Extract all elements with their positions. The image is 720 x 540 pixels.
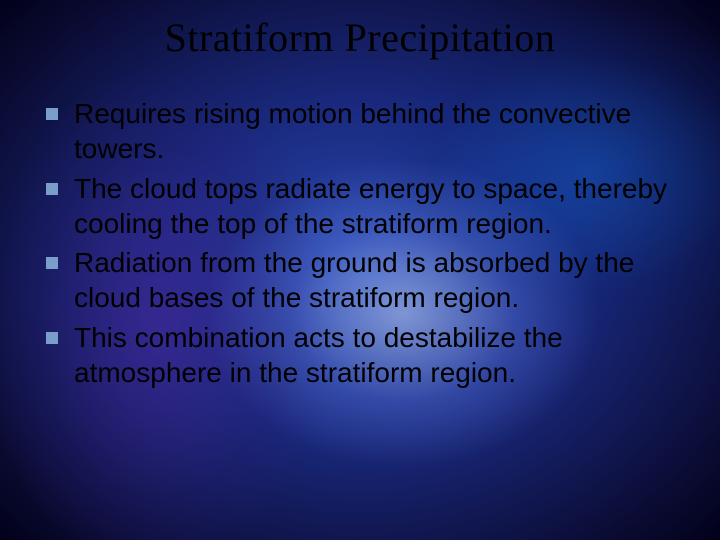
bullet-icon — [46, 257, 58, 269]
slide: Stratiform Precipitation Requires rising… — [0, 0, 720, 540]
bullet-icon — [46, 332, 58, 344]
list-item: This combination acts to destabilize the… — [40, 320, 690, 391]
bullet-text: Radiation from the ground is absorbed by… — [74, 245, 690, 316]
bullet-icon — [46, 108, 58, 120]
bullet-text: This combination acts to destabilize the… — [74, 320, 690, 391]
list-item: The cloud tops radiate energy to space, … — [40, 171, 690, 242]
bullet-list: Requires rising motion behind the convec… — [40, 96, 690, 394]
bullet-icon — [46, 183, 58, 195]
slide-title: Stratiform Precipitation — [0, 14, 720, 61]
bullet-text: The cloud tops radiate energy to space, … — [74, 171, 690, 242]
bullet-text: Requires rising motion behind the convec… — [74, 96, 690, 167]
list-item: Radiation from the ground is absorbed by… — [40, 245, 690, 316]
list-item: Requires rising motion behind the convec… — [40, 96, 690, 167]
